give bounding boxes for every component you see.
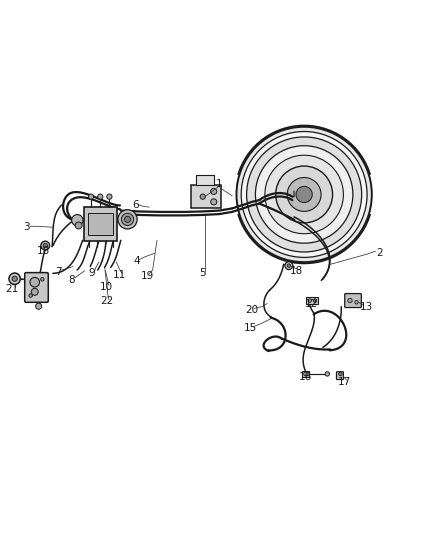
Text: 1: 1 (215, 179, 223, 189)
FancyBboxPatch shape (345, 294, 361, 308)
Circle shape (124, 216, 131, 222)
Circle shape (12, 276, 17, 281)
FancyBboxPatch shape (306, 297, 318, 304)
Circle shape (237, 127, 372, 262)
Text: 4: 4 (134, 256, 140, 266)
Circle shape (211, 188, 217, 195)
Circle shape (308, 299, 311, 302)
Text: 19: 19 (140, 271, 154, 281)
Circle shape (75, 222, 82, 229)
Circle shape (41, 241, 49, 250)
Text: 21: 21 (5, 284, 19, 294)
Circle shape (88, 194, 94, 199)
Text: 13: 13 (360, 302, 373, 312)
Circle shape (72, 215, 83, 226)
Circle shape (348, 298, 352, 303)
Text: 2: 2 (376, 247, 383, 257)
Text: 8: 8 (69, 274, 75, 285)
Circle shape (265, 155, 343, 233)
Text: 18: 18 (37, 246, 50, 256)
Text: 9: 9 (88, 268, 95, 278)
Circle shape (287, 177, 321, 212)
Circle shape (30, 277, 39, 287)
Text: 5: 5 (199, 268, 206, 278)
Circle shape (255, 146, 353, 243)
Text: 6: 6 (132, 200, 138, 211)
Circle shape (313, 299, 317, 302)
FancyBboxPatch shape (88, 213, 113, 235)
Circle shape (325, 372, 329, 376)
Circle shape (211, 199, 217, 205)
Circle shape (9, 273, 20, 285)
Circle shape (287, 264, 290, 268)
FancyBboxPatch shape (84, 207, 117, 241)
Circle shape (296, 187, 312, 203)
Circle shape (41, 278, 44, 281)
Circle shape (339, 372, 342, 376)
Circle shape (31, 288, 38, 295)
Text: 17: 17 (338, 377, 351, 387)
FancyBboxPatch shape (191, 185, 221, 208)
Text: 10: 10 (100, 282, 113, 292)
Text: 18: 18 (290, 266, 303, 276)
Text: 15: 15 (244, 324, 257, 334)
Circle shape (43, 244, 47, 248)
Text: 12: 12 (305, 300, 318, 310)
Circle shape (29, 294, 32, 297)
Circle shape (241, 132, 367, 257)
Circle shape (247, 137, 362, 252)
Text: 16: 16 (299, 373, 312, 382)
Circle shape (276, 166, 332, 223)
Circle shape (355, 301, 358, 304)
FancyBboxPatch shape (196, 175, 214, 185)
Circle shape (107, 194, 112, 199)
Circle shape (98, 194, 103, 199)
FancyBboxPatch shape (302, 371, 309, 376)
Circle shape (304, 372, 307, 376)
Circle shape (200, 194, 205, 199)
FancyBboxPatch shape (336, 372, 343, 379)
FancyBboxPatch shape (25, 272, 48, 302)
Circle shape (285, 262, 293, 270)
Text: 22: 22 (100, 296, 113, 306)
Text: 3: 3 (23, 222, 29, 232)
Circle shape (121, 213, 134, 225)
Text: 20: 20 (245, 305, 258, 315)
Text: 7: 7 (55, 266, 62, 277)
Circle shape (118, 210, 137, 229)
Circle shape (35, 303, 42, 309)
Text: 11: 11 (113, 270, 127, 280)
